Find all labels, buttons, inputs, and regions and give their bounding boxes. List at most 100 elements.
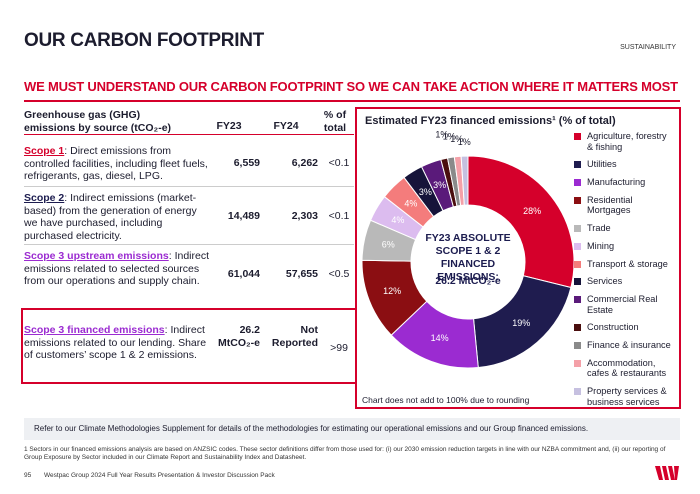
center-title: FY23 ABSOLUTE SCOPE 1 & 2 FINANCED EMISS… xyxy=(425,232,511,283)
description: Scope 3 upstream emissions: Indirect emi… xyxy=(24,250,209,288)
fy24-value: Not Reported xyxy=(271,324,318,349)
legend-swatch xyxy=(574,260,581,268)
table-row: Scope 3 upstream emissions: Indirect emi… xyxy=(24,250,354,300)
legend-label: Property services & business services xyxy=(587,386,667,407)
data-label: 3% xyxy=(433,180,446,190)
center-value: 26.2 MtCO₂-e xyxy=(435,275,501,287)
legend-label: Transport & storage xyxy=(587,258,668,269)
data-label: 1% xyxy=(435,129,448,139)
legend-label: Agriculture, forestry & fishing xyxy=(587,131,667,152)
legend-swatch xyxy=(574,278,581,286)
share-value: <0.5 xyxy=(328,268,350,280)
legend-item: Construction xyxy=(574,322,674,333)
fy23-value: 14,489 xyxy=(227,210,260,222)
legend-item: Agriculture, forestry & fishing xyxy=(574,131,674,152)
legend-swatch xyxy=(574,225,581,232)
scope-name: Scope 2 xyxy=(24,192,65,204)
scope-text: : Indirect emissions (market-based) from… xyxy=(24,192,197,242)
legend-label: Construction xyxy=(587,322,639,333)
fy23-value: 26.2 MtCO₂-e xyxy=(218,324,260,349)
page-title: OUR CARBON FOOTPRINT xyxy=(24,30,264,51)
fy23-value: 6,559 xyxy=(233,157,260,169)
donut-segment xyxy=(460,155,469,206)
legend-swatch xyxy=(574,133,581,140)
legend-item: Mining xyxy=(574,241,674,252)
data-label: 6% xyxy=(382,239,395,249)
legend-label: Utilities xyxy=(587,159,617,170)
donut-segment xyxy=(467,155,575,289)
col-head: FY23 xyxy=(216,120,242,132)
description: Scope 3 financed emissions: Indirect emi… xyxy=(24,324,209,362)
rule xyxy=(24,134,354,135)
description: Scope 1: Direct emissions from controlle… xyxy=(24,145,209,183)
legend-swatch xyxy=(574,324,581,332)
legend-label: Mining xyxy=(587,240,615,251)
scope-text: : Direct emissions from controlled facil… xyxy=(24,145,208,182)
scope-text: : Indirect emissions related to our lend… xyxy=(24,324,207,361)
logo xyxy=(655,466,679,480)
legend-swatch xyxy=(574,161,581,169)
col-head: % of total xyxy=(323,109,347,134)
page-number: 95 xyxy=(24,472,32,479)
table-row: Scope 2: Indirect emissions (market-base… xyxy=(24,192,354,245)
legend-label: Manufacturing xyxy=(587,177,646,187)
legend-label: Residential Mortgages xyxy=(587,194,633,216)
chart-title: Estimated FY23 financed emissions¹ (% of… xyxy=(365,115,616,127)
table-row: Scope 1: Direct emissions from controlle… xyxy=(24,145,354,195)
legend-item: Residential Mortgages xyxy=(574,195,674,216)
headline: WE MUST UNDERSTAND OUR CARBON FOOTPRINT … xyxy=(24,79,678,94)
legend-item: Property services & business services xyxy=(574,386,674,407)
section-label: SUSTAINABILITY xyxy=(620,44,676,51)
legend-item: Manufacturing xyxy=(574,177,674,188)
legend-label: Services xyxy=(587,276,623,287)
methodology-note: Refer to our Climate Methodologies Suppl… xyxy=(24,418,680,440)
data-label: 1% xyxy=(450,134,463,144)
fy24-value: 2,303 xyxy=(291,210,318,222)
legend-label: Trade xyxy=(587,223,611,233)
highlight-box xyxy=(21,308,356,384)
legend-swatch xyxy=(574,388,581,395)
legend-label: Commercial Real Estate xyxy=(587,294,658,315)
data-label: 19% xyxy=(512,318,530,328)
scope-name: Scope 3 upstream emissions xyxy=(24,250,169,262)
legend-swatch xyxy=(574,179,581,186)
legend-swatch xyxy=(574,359,581,367)
legend-item: Services xyxy=(574,276,674,287)
fy23-value: 61,044 xyxy=(227,268,260,280)
description: Scope 2: Indirect emissions (market-base… xyxy=(24,192,209,242)
legend-item: Utilities xyxy=(574,159,674,170)
share-value: <0.1 xyxy=(328,157,350,169)
chart-box xyxy=(355,107,681,409)
legend: Agriculture, forestry & fishing Utilities… xyxy=(574,131,674,407)
legend-swatch xyxy=(574,196,581,204)
share-value: <0.1 xyxy=(328,210,350,222)
row-rule xyxy=(24,186,354,187)
scope-text: : Indirect emissions related to selected… xyxy=(24,250,210,287)
data-label: 14% xyxy=(431,333,449,343)
data-label: 28% xyxy=(523,206,541,216)
legend-swatch xyxy=(574,242,581,250)
share-value: >99 xyxy=(330,342,348,354)
data-label: 1% xyxy=(458,137,471,147)
legend-item: Finance & insurance xyxy=(574,340,674,351)
legend-swatch xyxy=(574,296,581,303)
footnote: 1 Sectors in our financed emissions anal… xyxy=(24,446,666,461)
legend-label: Finance & insurance xyxy=(587,340,671,350)
data-label: 4% xyxy=(391,215,404,225)
scope-name: Scope 3 financed emissions xyxy=(24,324,165,336)
scope-name: Scope 1 xyxy=(24,145,65,157)
legend-label: Accommodation, cafes & restaurants xyxy=(587,357,667,379)
legend-swatch xyxy=(574,342,581,349)
data-label: 4% xyxy=(404,198,417,208)
legend-item: Commercial Real Estate xyxy=(574,294,674,315)
col-head: Greenhouse gas (GHG) emissions by source… xyxy=(24,109,172,134)
legend-item: Accommodation, cafes & restaurants xyxy=(574,358,674,379)
col-head: FY24 xyxy=(273,120,299,132)
legend-item: Trade xyxy=(574,223,674,234)
fy24-value: 6,262 xyxy=(291,157,318,169)
table-row: Scope 3 financed emissions: Indirect emi… xyxy=(24,324,354,374)
rule xyxy=(24,100,680,102)
fy24-value: 57,655 xyxy=(285,268,318,280)
